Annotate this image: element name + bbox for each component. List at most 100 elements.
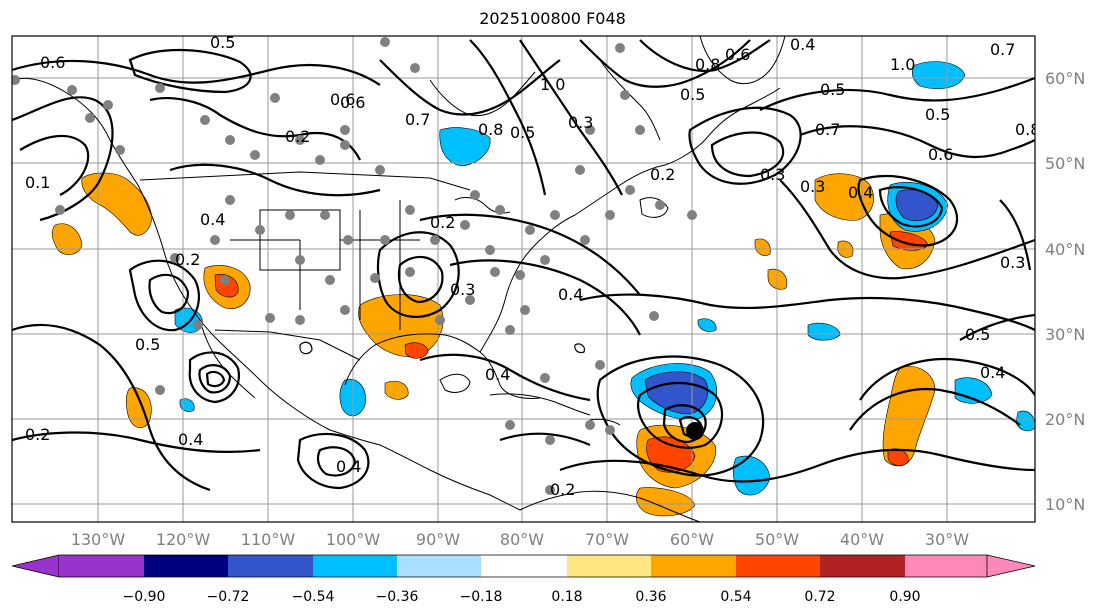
clabel: 0.6 — [330, 90, 355, 109]
clabel: 0.7 — [990, 40, 1015, 59]
lon-label: 90°W — [416, 530, 460, 549]
station-dots — [12, 37, 697, 495]
shade-blue-atl-mid2 — [697, 318, 717, 332]
colorbar: −0.90 −0.72 −0.54 −0.36 −0.18 0.18 0.36 … — [11, 554, 1036, 605]
shade-orange-atl-mid — [754, 238, 771, 256]
colorbar-segment — [144, 555, 228, 577]
clabel: 0.4 — [178, 430, 203, 449]
contour-31 — [205, 370, 226, 388]
colorbar-tick-label: −0.36 — [376, 589, 419, 605]
contour-1 — [12, 59, 381, 86]
clabel: 0.5 — [680, 85, 705, 104]
shade-blue-canada — [439, 127, 491, 167]
clabel: 0.5 — [135, 335, 160, 354]
contour-40 — [419, 353, 591, 402]
clabel: 0.3 — [568, 113, 593, 132]
colorbar-segment — [736, 555, 820, 577]
colorbar-tick-label: −0.72 — [207, 589, 250, 605]
contour-37 — [449, 259, 641, 336]
contour-21 — [637, 381, 724, 449]
longitude-axis: 130°W 120°W 110°W 100°W 90°W 80°W 70°W 6… — [71, 530, 969, 549]
contour-36 — [419, 213, 641, 296]
border-us-canada — [139, 171, 471, 191]
contour-10 — [579, 39, 751, 88]
contour-15 — [799, 125, 1035, 158]
contour-26 — [849, 388, 1021, 431]
coast-cuba — [489, 393, 591, 416]
colorbar-tick-label: 0.90 — [889, 589, 920, 605]
clabel: 0.5 — [965, 325, 990, 344]
colorbar-tick-label: −0.54 — [292, 589, 335, 605]
map-title: 2025100800 F048 — [479, 9, 626, 28]
clabel: 0.5 — [210, 33, 235, 52]
clabel: 0.2 — [550, 480, 575, 499]
contour-29 — [188, 351, 240, 404]
latitude-axis: 60°N 50°N 40°N 30°N 20°N 10°N — [1045, 69, 1085, 514]
clabel: 1.0 — [890, 55, 915, 74]
contour-41 — [499, 432, 591, 447]
contour-5 — [149, 97, 361, 161]
map-background — [12, 36, 1035, 522]
colorbar-segment — [313, 555, 397, 577]
map-frame — [11, 35, 1036, 523]
clabel: 0.2 — [25, 425, 50, 444]
lon-label: 110°W — [241, 530, 296, 549]
shade-blue-sw — [179, 398, 195, 412]
colorbar-tick-label: 0.18 — [551, 589, 582, 605]
contour-34 — [376, 231, 460, 318]
contour-25 — [859, 358, 1035, 401]
colorbar-tick-label: 0.72 — [804, 589, 835, 605]
contour-24 — [559, 448, 1035, 483]
coast-alaska — [12, 77, 139, 186]
clabel: 0.2 — [175, 250, 200, 269]
coast-south-am — [519, 490, 701, 522]
clabel: 0.3 — [800, 177, 825, 196]
clabel: 0.3 — [1000, 253, 1025, 272]
clabel: 0.4 — [485, 365, 510, 384]
clabel: 1.0 — [540, 75, 565, 94]
clabel: 0.5 — [820, 80, 845, 99]
clabel: 0.7 — [405, 110, 430, 129]
contour-3 — [19, 134, 90, 196]
clabel: 0.4 — [790, 35, 815, 54]
lat-label: 60°N — [1045, 69, 1085, 88]
colorbar-segment — [481, 555, 567, 577]
colorbar-extend-high — [986, 554, 1036, 578]
contour-30 — [198, 364, 232, 394]
clabel: 0.3 — [450, 280, 475, 299]
lat-label: 10°N — [1045, 495, 1085, 514]
shade-orange-mexico — [384, 380, 409, 400]
lat-label: 30°N — [1045, 325, 1085, 344]
colorbar-segment — [228, 555, 313, 577]
colorbar-segment — [59, 555, 144, 577]
contour-2 — [12, 96, 114, 222]
clabel: 0.2 — [650, 165, 675, 184]
contour-labels: 0.6 0.5 0.6 0.7 0.2 0.1 0.2 0.5 0.4 0.2 … — [25, 33, 1040, 499]
colorbar-segment — [567, 555, 651, 577]
contour-39 — [12, 431, 261, 454]
clabel: 0.1 — [25, 173, 50, 192]
lat-label: 40°N — [1045, 240, 1085, 259]
border-us-mexico — [214, 329, 361, 361]
clabel: 0.8 — [1015, 120, 1040, 139]
contour-14 — [759, 76, 1035, 111]
lat-label: 50°N — [1045, 154, 1085, 173]
clabel: 0.5 — [510, 123, 535, 142]
clabel: 0.6 — [340, 93, 365, 112]
colorbar-segment — [651, 555, 736, 577]
clabel: 0.2 — [285, 127, 310, 146]
contour-44 — [299, 341, 313, 355]
shade-blue-atl-far-ne — [911, 61, 966, 89]
shade-orange-west-coast — [51, 223, 83, 255]
contour-35 — [397, 255, 444, 304]
hurricane-center-marker — [686, 422, 704, 440]
colorbar-extend-low — [11, 554, 60, 578]
lon-label: 50°W — [755, 530, 799, 549]
clabel: 0.6 — [928, 145, 953, 164]
lon-label: 40°W — [840, 530, 884, 549]
clabel: 0.5 — [925, 105, 950, 124]
clabel: 0.4 — [200, 210, 225, 229]
shade-orange-pacific — [125, 387, 152, 428]
shade-red-gulf — [404, 342, 429, 359]
